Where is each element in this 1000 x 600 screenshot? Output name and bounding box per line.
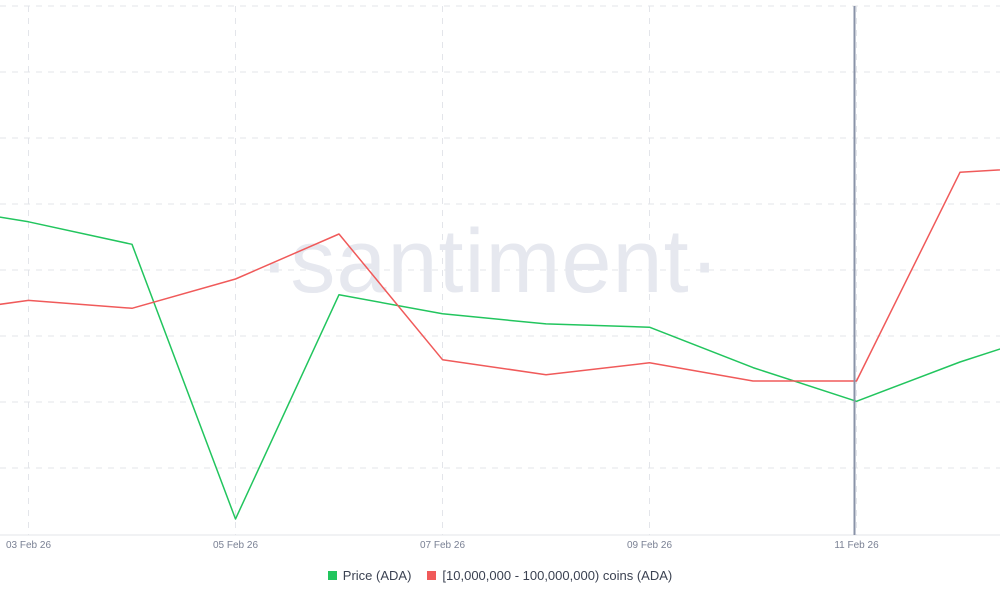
legend-swatch [427,571,437,580]
legend-swatch [327,571,337,580]
legend-item-price[interactable]: Price (ADA) [327,568,412,583]
legend-label: Price (ADA) [342,568,412,583]
series-line-coins [0,169,1000,382]
x-tick-label: 05 Feb 26 [213,540,258,551]
x-tick-label: 07 Feb 26 [420,540,465,551]
grid [0,5,1000,536]
x-tick-label: 09 Feb 26 [627,540,672,551]
santiment-watermark: ·santiment· [259,212,720,312]
legend: Price (ADA) [10,000,000 - 100,000,000) co… [0,568,1000,583]
x-tick-label: 11 Feb 26 [834,540,879,551]
series-layer [0,169,1000,520]
series-line-price [0,216,1000,520]
x-tick-label: 03 Feb 26 [6,540,51,551]
legend-label: [10,000,000 - 100,000,000) coins (ADA) [442,568,673,583]
x-axis: 03 Feb 26 05 Feb 26 07 Feb 26 09 Feb 26 11 F… [6,540,879,551]
legend-item-coins[interactable]: [10,000,000 - 100,000,000) coins (ADA) [427,568,672,583]
